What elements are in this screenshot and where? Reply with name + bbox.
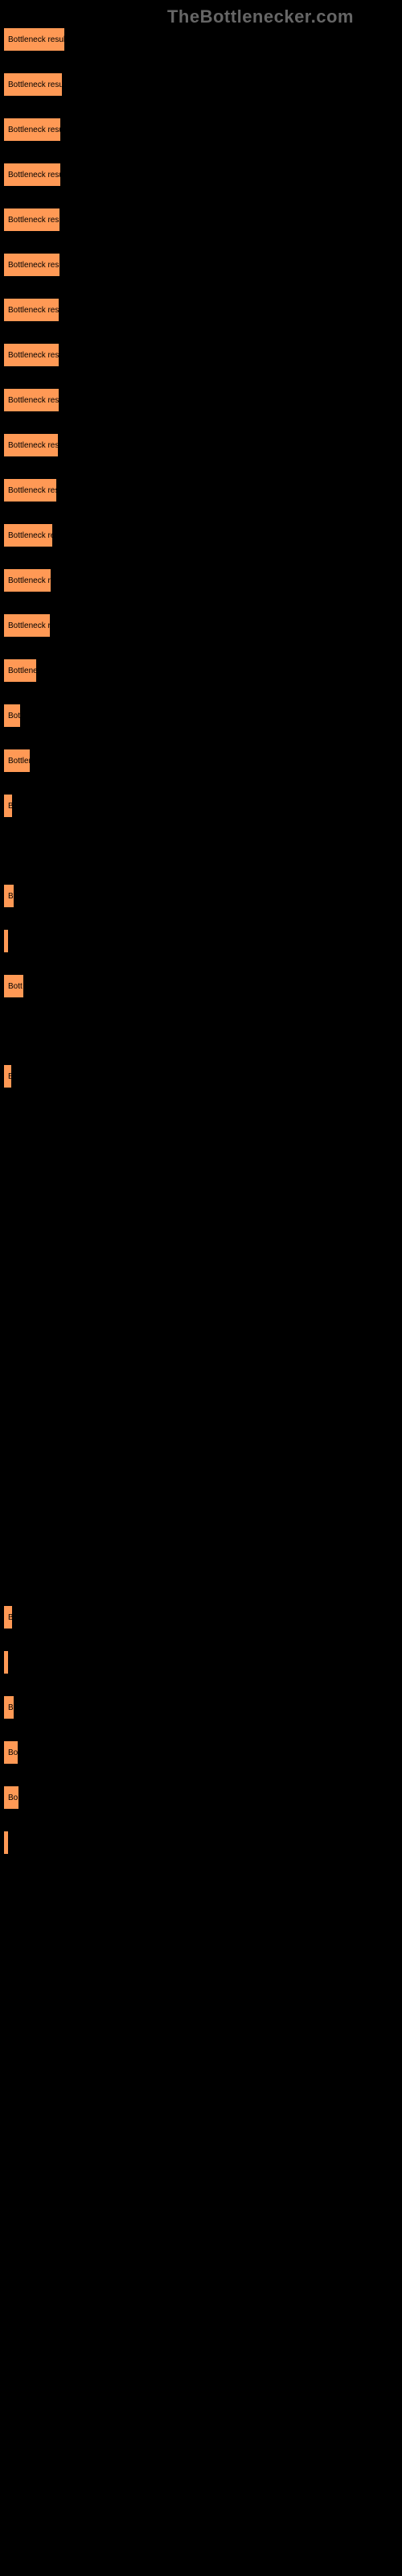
bar-row: Bottleneck res: [4, 479, 402, 502]
bar: Bottleneck re: [6, 569, 51, 592]
bar-label: Bottleneck resu: [8, 396, 59, 405]
bar-row: [4, 1426, 402, 1448]
bar-label: B: [8, 1613, 12, 1622]
bar-row: [4, 1020, 402, 1042]
bar-label: Bottleneck resu: [8, 216, 59, 225]
bar-row: Bottleneck result: [4, 28, 402, 51]
bar: Bottleneck resu: [6, 254, 59, 276]
bar: B: [6, 1606, 12, 1629]
bar-row: [4, 1335, 402, 1358]
bar-label: Bottleneck resu: [8, 126, 60, 134]
bar-row: Bottleneck resu: [4, 163, 402, 186]
bar-label: Bot: [8, 712, 20, 720]
bar-row: Bo: [4, 1786, 402, 1809]
bar-label: Bottleneck res: [8, 441, 58, 450]
bar-row: B: [4, 795, 402, 817]
bar: [6, 1831, 8, 1854]
bar-row: Bottlen: [4, 749, 402, 772]
bar-row: Bottleneck re: [4, 524, 402, 547]
bar: Bo: [6, 1741, 18, 1764]
bar-label: Bottleneck resu: [8, 261, 59, 270]
bar-chart: Bottleneck result Bottleneck resul Bottlen…: [0, 0, 402, 1893]
bar: Bottleneck resu: [6, 299, 59, 321]
bar-label: Bottleneck resu: [8, 306, 59, 315]
watermark-text: TheBottlenecker.com: [167, 6, 354, 27]
bar-row: B: [4, 1696, 402, 1719]
bar: B: [6, 885, 14, 907]
bar-label: B: [8, 1703, 14, 1712]
bar-row: Bottleneck resu: [4, 118, 402, 141]
bar-row: Bottlene: [4, 659, 402, 682]
bar-row: [4, 930, 402, 952]
bar: Bottleneck res: [6, 434, 58, 456]
bar-label: Bottleneck re: [8, 621, 50, 630]
bar: Bot: [6, 704, 20, 727]
bar-row: [4, 1651, 402, 1674]
bar-row: Bo: [4, 1741, 402, 1764]
bar-row: [4, 1381, 402, 1403]
bar: Bo: [6, 1786, 18, 1809]
bar-row: Bottleneck re: [4, 614, 402, 637]
bar: [6, 930, 8, 952]
bar-label: Bottleneck res: [8, 486, 56, 495]
bar-row: B: [4, 1606, 402, 1629]
bar-row: Bottleneck resu: [4, 389, 402, 411]
bar-row: Bottleneck res: [4, 434, 402, 456]
bar-row: Bottleneck re: [4, 569, 402, 592]
bar-row: B: [4, 885, 402, 907]
bar: Bottleneck resu: [6, 163, 60, 186]
bar: B: [6, 1065, 11, 1088]
bar-row: [4, 1290, 402, 1313]
bar-row: [4, 1200, 402, 1223]
bar: Bottleneck res: [6, 479, 56, 502]
bar-label: B: [8, 1072, 11, 1081]
bar: B: [6, 795, 12, 817]
bar-label: Bottleneck resu: [8, 351, 59, 360]
bar: Bottleneck resu: [6, 389, 59, 411]
bar: Bottleneck resu: [6, 208, 59, 231]
bar-row: [4, 840, 402, 862]
bar: Bottleneck re: [6, 614, 50, 637]
bar-label: Bo: [8, 1794, 18, 1802]
bar-label: B: [8, 892, 14, 901]
bar-row: Bottleneck resul: [4, 73, 402, 96]
bar: Bottleneck re: [6, 524, 52, 547]
bar: Bottleneck result: [6, 28, 64, 51]
bar-label: Bottleneck re: [8, 576, 51, 585]
bar: Bott: [6, 975, 23, 997]
bar-label: Bottleneck result: [8, 35, 64, 44]
bar-row: [4, 1831, 402, 1854]
bar-label: Bottlene: [8, 667, 36, 675]
bar: B: [6, 1696, 14, 1719]
bar-row: [4, 1110, 402, 1133]
bar: Bottleneck resu: [6, 118, 60, 141]
bar-row: [4, 1245, 402, 1268]
bar: Bottleneck resu: [6, 344, 59, 366]
bar: Bottleneck resul: [6, 73, 62, 96]
bar-row: Bott: [4, 975, 402, 997]
bar-label: Bottleneck re: [8, 531, 52, 540]
bar-row: Bottleneck resu: [4, 208, 402, 231]
bar-label: Bott: [8, 982, 23, 991]
bar: Bottlen: [6, 749, 30, 772]
bar-label: Bottlen: [8, 757, 30, 766]
bar-row: [4, 1155, 402, 1178]
bar-row: B: [4, 1065, 402, 1088]
bar-label: Bottleneck resul: [8, 80, 62, 89]
bar-row: Bottleneck resu: [4, 344, 402, 366]
bar-label: Bottleneck resu: [8, 171, 60, 180]
bar-row: [4, 1561, 402, 1583]
bar-row: [4, 1471, 402, 1493]
bar: [6, 1651, 8, 1674]
bar-label: B: [8, 802, 12, 811]
bar-row: [4, 1516, 402, 1538]
bar-label: Bo: [8, 1748, 18, 1757]
bar-row: Bot: [4, 704, 402, 727]
bar-row: Bottleneck resu: [4, 254, 402, 276]
bar-row: Bottleneck resu: [4, 299, 402, 321]
bar: Bottlene: [6, 659, 36, 682]
